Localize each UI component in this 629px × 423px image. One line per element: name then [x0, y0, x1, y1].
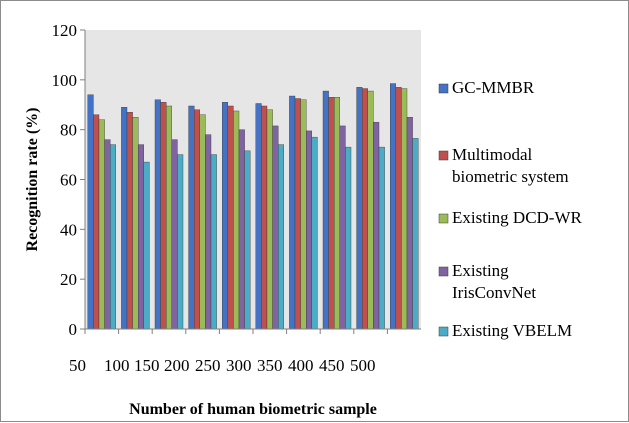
x-tick-label: 400	[288, 356, 314, 375]
legend-label: Existing	[452, 261, 509, 280]
bar-existing-vbelm-500	[412, 138, 419, 330]
bar-existing-dcd-wr-350	[300, 99, 307, 330]
bar-existing-dcd-wr-500	[401, 88, 408, 330]
legend-swatch	[438, 213, 449, 224]
x-tick-label: 500	[350, 356, 376, 375]
y-tick-label: 120	[52, 21, 78, 40]
y-tick-label: 0	[69, 320, 78, 339]
bar-existing-irisconvnet-250	[238, 129, 245, 330]
bar-existing-irisconvnet-300	[272, 125, 279, 330]
bar-gc-mmbr-500	[390, 83, 397, 330]
x-tick-label: 450	[319, 356, 345, 375]
bar-existing-dcd-wr-150	[165, 105, 172, 330]
bar-existing-dcd-wr-300	[266, 109, 273, 330]
x-tick-label: 250	[195, 356, 221, 375]
bar-gc-mmbr-200	[188, 105, 195, 330]
bar-multimodal-biometric-system-250	[227, 105, 234, 330]
bar-gc-mmbr-350	[289, 95, 296, 330]
x-tick-label: 200	[164, 356, 190, 375]
bar-existing-irisconvnet-100	[137, 144, 144, 330]
bar-existing-vbelm-200	[210, 154, 217, 330]
legend-label: Existing VBELM	[452, 321, 572, 340]
bar-multimodal-biometric-system-400	[328, 97, 335, 330]
bar-gc-mmbr-100	[121, 107, 128, 330]
bar-existing-irisconvnet-50	[104, 139, 111, 330]
legend-label: Multimodal	[452, 145, 533, 164]
bar-existing-vbelm-250	[244, 150, 251, 330]
y-axis-title: Recognition rate (%)	[24, 108, 41, 252]
y-tick-label: 20	[60, 270, 77, 289]
legend-swatch	[438, 150, 449, 161]
bar-existing-vbelm-150	[177, 154, 184, 330]
bar-gc-mmbr-250	[221, 102, 228, 330]
bar-existing-irisconvnet-350	[306, 130, 313, 330]
bar-gc-mmbr-150	[154, 99, 161, 330]
bar-gc-mmbr-50	[87, 94, 94, 330]
y-tick-label: 80	[60, 121, 77, 140]
x-tick-label: 150	[134, 356, 160, 375]
bar-multimodal-biometric-system-350	[294, 98, 301, 330]
legend-swatch	[438, 326, 449, 337]
y-tick-label: 100	[52, 71, 78, 90]
legend-swatch	[438, 83, 449, 94]
legend-label: Existing DCD-WR	[452, 208, 583, 227]
bar-existing-irisconvnet-450	[373, 121, 380, 330]
bar-existing-vbelm-50	[109, 144, 116, 330]
bar-gc-mmbr-450	[356, 87, 363, 330]
bar-existing-irisconvnet-500	[406, 117, 413, 330]
bar-existing-dcd-wr-400	[334, 97, 341, 330]
bar-existing-dcd-wr-250	[233, 110, 240, 330]
bar-existing-irisconvnet-150	[171, 139, 178, 330]
bar-existing-vbelm-450	[378, 146, 385, 330]
bar-gc-mmbr-300	[255, 103, 262, 330]
bar-multimodal-biometric-system-300	[261, 105, 268, 330]
y-tick-label: 60	[60, 171, 77, 190]
y-tick-label: 40	[60, 220, 77, 239]
bar-gc-mmbr-400	[322, 90, 329, 330]
bar-existing-dcd-wr-450	[367, 90, 374, 330]
legend-label: IrisConvNet	[452, 283, 536, 302]
bar-existing-irisconvnet-200	[205, 134, 212, 330]
x-axis-title: Number of human biometric sample	[129, 401, 377, 418]
x-tick-label: 300	[226, 356, 252, 375]
x-tick-label: 350	[257, 356, 283, 375]
bar-multimodal-biometric-system-100	[126, 112, 133, 330]
legend-label: biometric system	[452, 167, 569, 186]
legend-swatch	[438, 266, 449, 277]
bar-existing-dcd-wr-50	[98, 119, 105, 330]
bar-multimodal-biometric-system-500	[395, 87, 402, 330]
bar-existing-dcd-wr-100	[132, 117, 139, 330]
bar-multimodal-biometric-system-450	[362, 88, 369, 330]
x-tick-label: 50	[69, 356, 86, 375]
bar-existing-vbelm-350	[311, 136, 318, 330]
bar-existing-vbelm-100	[143, 161, 150, 330]
bar-multimodal-biometric-system-150	[160, 102, 167, 330]
x-tick-label: 100	[104, 356, 130, 375]
bar-existing-vbelm-400	[345, 146, 352, 330]
bar-existing-dcd-wr-200	[199, 114, 206, 330]
bar-multimodal-biometric-system-50	[93, 114, 100, 330]
bar-multimodal-biometric-system-200	[193, 109, 200, 330]
legend-label: GC-MMBR	[452, 78, 535, 97]
bar-existing-vbelm-300	[278, 144, 285, 330]
bar-existing-irisconvnet-400	[339, 125, 346, 330]
